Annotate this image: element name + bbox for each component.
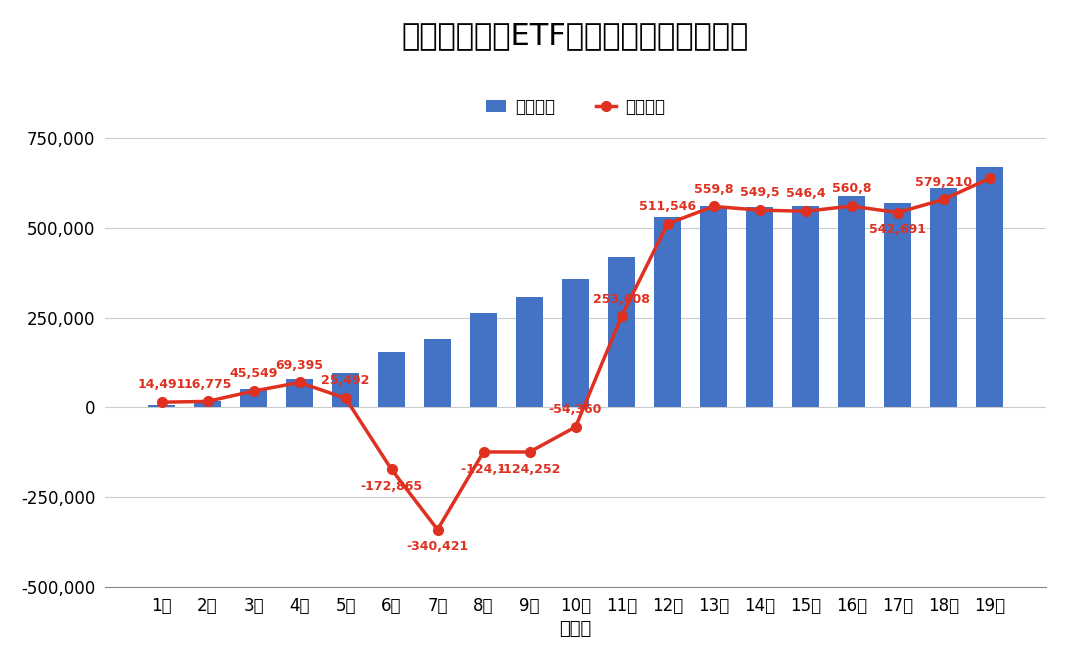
Text: 511,546: 511,546 [639, 200, 696, 213]
Text: -124,1⁠⁠: -124,1⁠⁠ [461, 463, 506, 476]
Bar [608, 258, 635, 407]
Text: -172,865: -172,865 [361, 480, 423, 493]
Bar [838, 196, 865, 407]
Bar [424, 339, 451, 407]
Bar [240, 389, 268, 407]
Text: -54,360: -54,360 [548, 403, 602, 416]
Bar [332, 373, 360, 407]
Text: 69,395: 69,395 [275, 358, 323, 372]
Bar [976, 167, 1003, 407]
Text: 542,691: 542,691 [870, 223, 926, 237]
Bar [700, 206, 728, 407]
Title: トライオートETF　累計利益と実現損益: トライオートETF 累計利益と実現損益 [402, 21, 749, 50]
Bar [378, 352, 405, 407]
Text: 559,8⁠⁠: 559,8⁠⁠ [694, 183, 733, 196]
Text: 45,549: 45,549 [229, 367, 277, 380]
Text: 549,5⁠⁠: 549,5⁠⁠ [739, 186, 779, 200]
Legend: 累計利益, 実現損益: 累計利益, 実現損益 [480, 91, 671, 123]
Text: 16,775: 16,775 [184, 378, 232, 391]
Bar [515, 297, 543, 407]
Text: 546,4⁠⁠: 546,4⁠⁠ [785, 187, 826, 200]
Bar [746, 207, 774, 407]
Text: -124,252: -124,252 [498, 463, 561, 476]
Text: 25,492: 25,492 [321, 374, 370, 387]
Bar [929, 188, 957, 407]
Bar [286, 380, 314, 407]
Text: 253,608: 253,608 [593, 293, 650, 306]
Text: 560,8⁠⁠: 560,8⁠⁠ [832, 183, 872, 195]
Text: 579,210: 579,210 [915, 176, 972, 188]
X-axis label: 経過週: 経過週 [559, 620, 592, 638]
Bar [194, 401, 221, 407]
Text: 14,491: 14,491 [138, 378, 186, 391]
Bar [883, 203, 911, 407]
Bar [654, 217, 682, 407]
Bar [792, 206, 819, 407]
Bar [469, 313, 497, 407]
Bar [561, 279, 589, 407]
Bar [147, 405, 175, 407]
Text: -340,421: -340,421 [407, 540, 468, 554]
